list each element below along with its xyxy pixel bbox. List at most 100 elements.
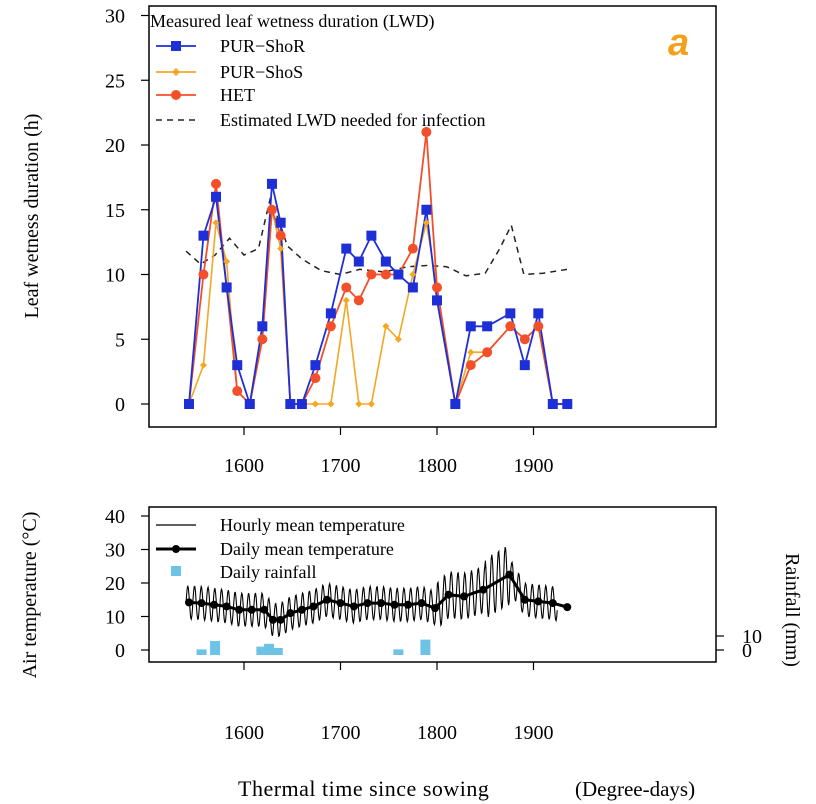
pur-shos-point (394, 335, 402, 343)
pur-shor-point (393, 269, 404, 280)
temperature-y-tick-label: 10 (105, 607, 125, 629)
pur-shos-line (188, 209, 568, 406)
lwd-x-tick-label: 1800 (417, 455, 457, 477)
lwd-legend-title: Measured leaf wetness duration (LWD) (150, 11, 435, 32)
rainfall-bar (420, 639, 431, 655)
legend-het-label: HET (220, 85, 255, 105)
lwd-y-tick-label: 20 (105, 135, 125, 157)
lwd-x-tick-label: 1900 (514, 455, 554, 477)
het-line (188, 131, 568, 408)
daily-temperature-point (548, 599, 557, 608)
legend-het-marker (171, 90, 181, 100)
pur-shos-point (311, 400, 319, 408)
estimated-lwd-line (185, 196, 568, 277)
temperature-x-tick-label: 1700 (321, 722, 361, 744)
pur-shor-point (421, 204, 432, 215)
pur-shor-point (380, 256, 391, 267)
het-point (421, 127, 432, 138)
rainfall-bar (256, 646, 267, 655)
pur-shor-point (198, 230, 209, 241)
daily-temperature-point (460, 592, 469, 601)
lwd-y-tick-label: 25 (105, 70, 125, 92)
pur-shor-point (285, 399, 296, 409)
temperature-y-axis-label: Air temperature (°C) (19, 512, 41, 679)
pur-shor-point (432, 295, 442, 306)
x-axis-unit: (Degree-days) (575, 777, 695, 801)
het-point (257, 334, 268, 345)
daily-temperature-point (520, 595, 529, 604)
pur-shor-point (353, 256, 364, 267)
het-point (407, 243, 418, 254)
daily-temperature-point (336, 599, 345, 608)
daily-temperature-point (268, 615, 277, 624)
daily-temperature-point (260, 605, 269, 614)
rainfall-bar (196, 649, 207, 655)
pur-shor-point (505, 308, 516, 319)
daily-temperature-point (276, 615, 285, 624)
rainfall-bar (393, 649, 404, 655)
pur-shos-point (342, 296, 350, 304)
pur-shos-point (467, 348, 475, 356)
rainfall-bar (264, 643, 275, 655)
pur-shos-point (382, 322, 390, 330)
legend-rainfall-swatch (171, 566, 181, 576)
temperature-y-tick-label: 0 (115, 640, 125, 662)
temperature-y-tick-label: 30 (105, 540, 125, 562)
het-point (198, 269, 209, 280)
pur-shor-point (232, 360, 243, 371)
legend-pur-shos-label: PUR−ShoS (220, 62, 303, 82)
legend-estimated-label: Estimated LWD needed for infection (220, 110, 486, 130)
pur-shor-point (325, 308, 336, 319)
rainfall-y-tick-label: 0 (742, 640, 752, 662)
pur-shor-point (183, 399, 194, 409)
lwd-plot-frame (148, 5, 717, 428)
pur-shor-point (562, 399, 573, 409)
daily-temperature-point (197, 599, 206, 608)
daily-temperature-point (297, 605, 306, 614)
legend-rainfall-label: Daily rainfall (220, 562, 316, 582)
het-point (465, 360, 476, 371)
lwd-y-tick-label: 15 (105, 200, 125, 222)
hourly-temperature-line (185, 547, 558, 638)
het-point (310, 373, 321, 384)
daily-temperature-point (235, 605, 244, 614)
temperature-plot-frame (148, 506, 717, 663)
daily-temperature-point (444, 590, 453, 599)
temperature-y-tick-label: 40 (105, 506, 125, 528)
daily-temperature-point (309, 602, 318, 611)
rainfall-y-tick-label: 10 (742, 626, 762, 648)
lwd-y-tick-label: 10 (105, 265, 125, 287)
het-point (432, 282, 442, 293)
pur-shos-point (355, 400, 363, 408)
het-point (232, 386, 243, 397)
daily-temperature-point (247, 605, 256, 614)
pur-shor-point (266, 178, 277, 189)
daily-temperature-point (505, 570, 514, 579)
het-point (341, 282, 352, 293)
lwd-x-tick-label: 1700 (321, 455, 361, 477)
x-axis-label: Thermal time since sowing (238, 776, 489, 801)
pur-shos-point (212, 219, 220, 227)
het-point (353, 295, 364, 306)
pur-shor-point (211, 191, 222, 202)
pur-shos-point (223, 258, 231, 266)
pur-shor-point (450, 399, 461, 409)
pur-shor-point (257, 321, 268, 332)
legend-daily-label: Daily mean temperature (220, 539, 394, 559)
panel-label: a (668, 22, 689, 64)
pur-shor-point (275, 217, 286, 228)
pur-shor-point (465, 321, 476, 332)
pur-shor-point (221, 282, 232, 293)
daily-temperature-point (563, 603, 572, 612)
daily-temperature-point (350, 602, 359, 611)
pur-shor-point (407, 282, 418, 293)
lwd-y-axis-label: Leaf wetness duration (h) (21, 114, 43, 319)
legend-pur-shor-label: PUR−ShoR (220, 36, 305, 56)
pur-shor-point (519, 360, 530, 371)
lwd-y-tick-label: 30 (105, 6, 125, 28)
legend-pur-shor-marker (171, 41, 181, 51)
pur-shos-point (409, 271, 417, 278)
legend-daily-marker (172, 545, 180, 553)
